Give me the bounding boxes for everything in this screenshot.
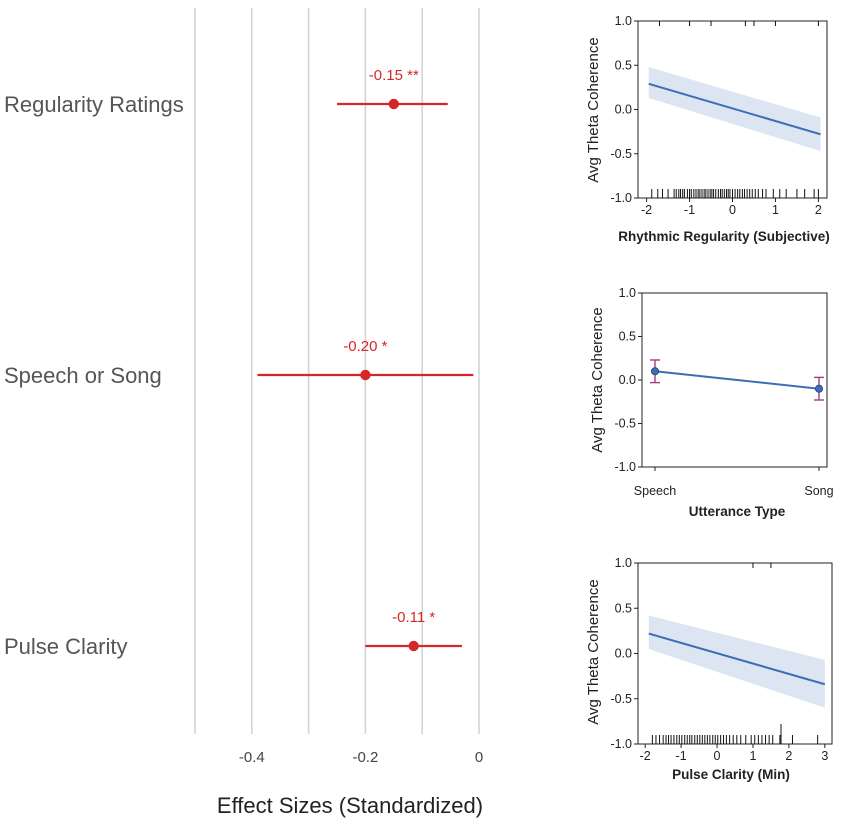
pulse-clarity-y-axis-title: Avg Theta Coherence [585, 579, 602, 724]
utterance-type-y-tick-label: 0.5 [619, 330, 636, 344]
estimate-point-regularity-ratings [388, 98, 399, 110]
pulse-clarity-effect-fit-line [648, 632, 826, 686]
utterance-type-effect-plot: -1.0 -0.5 0.0 0.5 1.0 Speech Song [614, 286, 833, 498]
row-label-pulse-clarity: Pulse Clarity [4, 634, 127, 659]
estimate-label-regularity-ratings: -0.15 ** [369, 67, 419, 84]
regularity-effect-x-tick-label: 1 [772, 203, 779, 217]
forest-plot: -0.4 -0.2 0 Regularity Ratings -0.15 ** Speec… [4, 8, 483, 766]
utterance-type-y-tick-label: 0.0 [619, 373, 636, 387]
forest-x-tick-label: 0 [475, 749, 483, 766]
regularity-effect-x-axis-title: Rhythmic Regularity (Subjective) [618, 229, 830, 244]
estimate-point-pulse-clarity [408, 640, 419, 652]
utterance-type-x-axis-title: Utterance Type [689, 504, 786, 519]
regularity-effect-y-tick-label: 0.0 [615, 103, 632, 117]
pulse-clarity-effect-y-tick-label: 0.0 [615, 647, 632, 661]
regularity-effect-x-tick-label: -1 [684, 203, 695, 217]
estimate-label-pulse-clarity: -0.11 * [392, 609, 435, 626]
pulse-clarity-effect-x-tick-label: 3 [821, 749, 828, 763]
pulse-clarity-x-axis-title: Pulse Clarity (Min) [672, 767, 790, 782]
utterance-type-connect-line [654, 370, 820, 390]
estimate-label-speech-or-song: -0.20 * [343, 338, 387, 355]
regularity-effect-x-tick-label: 2 [815, 203, 822, 217]
pulse-clarity-effect-x-tick-label: -2 [640, 749, 651, 763]
pulse-clarity-effect-x-tick-label: 0 [714, 749, 721, 763]
pulse-clarity-effect-x-tick-label: 1 [749, 749, 756, 763]
pulse-clarity-effect-x-tick-label: 2 [785, 749, 792, 763]
utterance-type-y-tick-label: -1.0 [614, 460, 636, 474]
utterance-type-x-tick-label: Song [804, 484, 833, 498]
utterance-type-y-axis-title: Avg Theta Coherence [589, 307, 606, 452]
regularity-effect-y-tick-label: 0.5 [615, 58, 632, 72]
pulse-clarity-effect-confidence-band [648, 615, 825, 708]
pulse-clarity-effect-y-tick-label: 0.5 [615, 601, 632, 615]
utterance-type-y-tick-label: -0.5 [614, 417, 636, 431]
regularity-effect-y-axis-title: Avg Theta Coherence [585, 37, 602, 182]
regularity-effect-x-tick-label: -2 [641, 203, 652, 217]
forest-x-tick-label: -0.2 [352, 749, 378, 766]
forest-x-tick-label: -0.4 [239, 749, 265, 766]
regularity-effect-y-tick-label: -0.5 [610, 147, 632, 161]
regularity-effect-x-tick-label: 0 [729, 203, 736, 217]
regularity-effect-y-tick-label: -1.0 [610, 191, 632, 205]
mean-point-speech [651, 367, 660, 376]
forest-x-axis-title: Effect Sizes (Standardized) [217, 793, 483, 818]
pulse-clarity-effect-x-tick-label: -1 [676, 749, 687, 763]
pulse-clarity-effect-y-tick-label: -1.0 [610, 737, 632, 751]
utterance-type-x-tick-label: Speech [634, 484, 676, 498]
regularity-effect-plot: -1.0 -0.5 0.0 0.5 1.0 -2 -1 0 1 2 [610, 14, 828, 217]
pulse-clarity-effect-y-tick-label: 1.0 [615, 556, 632, 570]
utterance-type-y-tick-label: 1.0 [619, 286, 636, 300]
mean-point-song [815, 384, 824, 393]
estimate-point-speech-or-song [360, 369, 371, 381]
regularity-effect-y-tick-label: 1.0 [615, 14, 632, 28]
row-label-regularity-ratings: Regularity Ratings [4, 92, 184, 117]
regularity-effect-fit-line [648, 82, 821, 136]
row-label-speech-or-song: Speech or Song [4, 363, 162, 388]
pulse-clarity-effect-y-tick-label: -0.5 [610, 692, 632, 706]
pulse-clarity-effect-plot: -1.0 -0.5 0.0 0.5 1.0 -2 -1 0 1 2 3 [610, 556, 833, 763]
